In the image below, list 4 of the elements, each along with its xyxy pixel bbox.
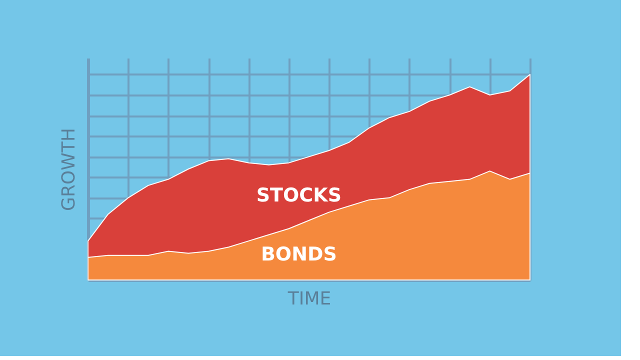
- y-axis-title: GROWTH: [58, 128, 80, 211]
- series-label: STOCKS: [256, 184, 342, 207]
- series-label: BONDS: [260, 243, 337, 266]
- x-axis-title: TIME: [286, 288, 332, 310]
